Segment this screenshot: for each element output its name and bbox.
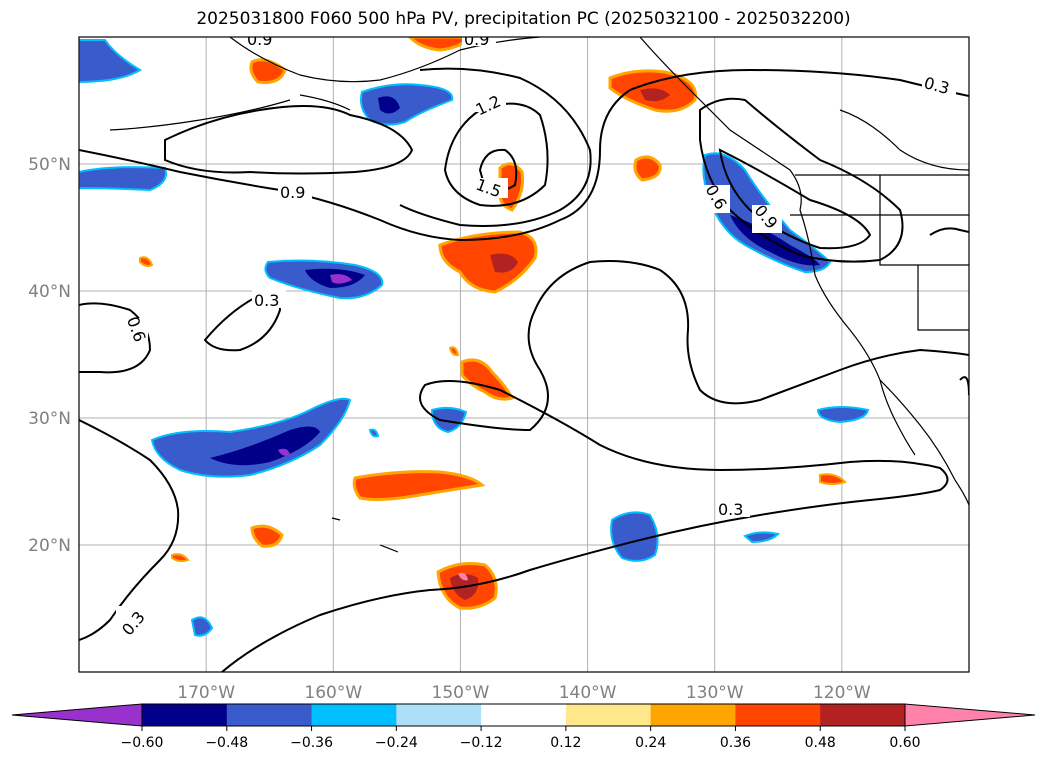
longitude-tick-label: 150°W [432, 683, 490, 703]
longitude-tick-label: 160°W [304, 683, 362, 703]
coastlines [109, 37, 969, 553]
latitude-tick-label: 30°N [28, 409, 71, 429]
colorbar-bin [565, 704, 652, 726]
latitude-labels: 50°N 40°N 30°N 20°N [28, 155, 71, 556]
colorbar-bin [142, 704, 228, 726]
colorbar-tick-label: −0.36 [290, 735, 333, 751]
longitude-tick-label: 170°W [177, 683, 235, 703]
contour-labels: 0.9 0.9 1.2 1.5 0.9 0.3 0.6 0.9 0.3 0.6 … [116, 30, 956, 639]
pv-contours [79, 67, 969, 672]
longitude-tick-label: 120°W [813, 683, 871, 703]
contour-label: 0.9 [280, 183, 305, 202]
map-title: 2025031800 F060 500 hPa PV, precipitatio… [196, 9, 851, 29]
colorbar-tick-label: −0.48 [205, 735, 248, 751]
colorbar-tick-label: 0.48 [805, 735, 836, 751]
colorbar-tick-label: −0.24 [375, 735, 418, 751]
colorbar-outline [141, 703, 906, 727]
latitude-tick-label: 20°N [28, 536, 71, 556]
contour-label: 0.3 [254, 291, 279, 310]
colorbar-bin [396, 704, 482, 726]
longitude-labels: 170°W 160°W 150°W 140°W 130°W 120°W [177, 683, 871, 703]
colorbar-bin [226, 704, 313, 726]
longitude-tick-label: 130°W [686, 683, 744, 703]
longitude-tick-label: 140°W [559, 683, 617, 703]
colorbar-bin [481, 704, 567, 726]
colorbar-tick-label: 0.60 [889, 735, 920, 751]
colorbar-extend-high [904, 703, 1036, 727]
colorbar-tick-label: 0.36 [720, 735, 751, 751]
contour-label: 0.9 [464, 30, 489, 49]
colorbar-tick-label: −0.60 [121, 735, 164, 751]
colorbar-extend-low [11, 703, 143, 727]
map-area [79, 37, 969, 672]
latitude-tick-label: 50°N [28, 155, 71, 175]
contour-label: 0.3 [718, 500, 743, 519]
colorbar-bin [650, 704, 736, 726]
colorbar-bin [735, 704, 821, 726]
latitude-tick-label: 40°N [28, 282, 71, 302]
colorbar-tick-label: −0.12 [460, 735, 503, 751]
colorbar-tick-label: 0.24 [635, 735, 666, 751]
colorbar: −0.60 −0.48 −0.36 −0.24 −0.12 0.12 0.24 0.36 0.4… [11, 703, 1036, 751]
colorbar-bin [820, 704, 906, 726]
map-border [78, 36, 970, 673]
contour-label: 0.9 [247, 30, 272, 49]
colorbar-tick-label: 0.12 [550, 735, 581, 751]
colorbar-bin [311, 704, 397, 726]
